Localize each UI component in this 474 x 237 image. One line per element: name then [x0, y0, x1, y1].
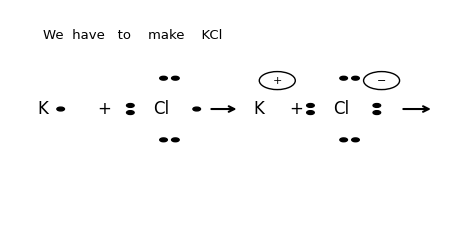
Circle shape	[160, 138, 167, 142]
Circle shape	[307, 104, 314, 107]
Circle shape	[127, 104, 134, 107]
Text: K: K	[253, 100, 264, 118]
Text: K: K	[37, 100, 48, 118]
Circle shape	[352, 138, 359, 142]
Circle shape	[373, 111, 381, 114]
Circle shape	[340, 138, 347, 142]
Circle shape	[57, 107, 64, 111]
Text: −: −	[377, 76, 386, 86]
Circle shape	[172, 76, 179, 80]
Circle shape	[307, 111, 314, 114]
Text: +: +	[273, 76, 282, 86]
Circle shape	[160, 76, 167, 80]
Circle shape	[193, 107, 201, 111]
Circle shape	[340, 76, 347, 80]
Text: We  have   to    make    KCl: We have to make KCl	[43, 29, 222, 42]
Text: +: +	[289, 100, 303, 118]
Text: +: +	[97, 100, 111, 118]
Text: Cl: Cl	[333, 100, 349, 118]
Circle shape	[172, 138, 179, 142]
Circle shape	[373, 104, 381, 107]
Text: Cl: Cl	[153, 100, 169, 118]
Circle shape	[352, 76, 359, 80]
Circle shape	[127, 111, 134, 114]
